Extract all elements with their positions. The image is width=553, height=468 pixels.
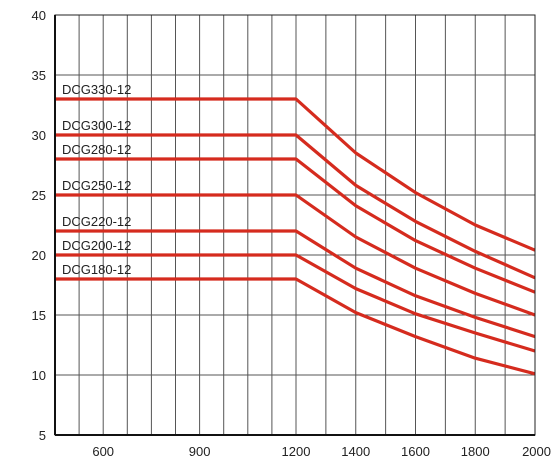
- y-tick-label: 5: [39, 428, 46, 443]
- series-line: [55, 157, 536, 294]
- x-tick-label: 600: [92, 444, 114, 459]
- y-tick-label: 40: [32, 8, 46, 23]
- y-tick-label: 15: [32, 308, 46, 323]
- series-label: DCG250-12: [62, 178, 131, 193]
- x-tick-label: 2000: [522, 444, 551, 459]
- series-line: [55, 97, 536, 252]
- x-tick-label: 1200: [282, 444, 311, 459]
- y-tick-label: 10: [32, 368, 46, 383]
- y-tick-label: 25: [32, 188, 46, 203]
- series-label: DCG180-12: [62, 262, 131, 277]
- series-line: [55, 277, 536, 376]
- series-label: DCG330-12: [62, 82, 131, 97]
- y-tick-label: 35: [32, 68, 46, 83]
- y-tick-label: 30: [32, 128, 46, 143]
- x-tick-label: 1800: [461, 444, 490, 459]
- y-tick-label: 20: [32, 248, 46, 263]
- series-line: [55, 253, 536, 353]
- series-line: [55, 229, 536, 339]
- series-label: DCG220-12: [62, 214, 131, 229]
- x-tick-label: 1600: [401, 444, 430, 459]
- series-lines: [55, 97, 536, 376]
- series-line: [55, 193, 536, 317]
- series-line: [55, 133, 536, 280]
- series-labels: DCG330-12 DCG300-12 DCG280-12 DCG250-12 DCG2…: [62, 82, 131, 277]
- series-label: DCG280-12: [62, 142, 131, 157]
- series-label: DCG200-12: [62, 238, 131, 253]
- axes: 5 10 15 20 25 30 35 40 600 900 1200 1400 1600 1800 200…: [32, 8, 551, 459]
- series-label: DCG300-12: [62, 118, 131, 133]
- x-tick-label: 1400: [341, 444, 370, 459]
- x-tick-label: 900: [189, 444, 211, 459]
